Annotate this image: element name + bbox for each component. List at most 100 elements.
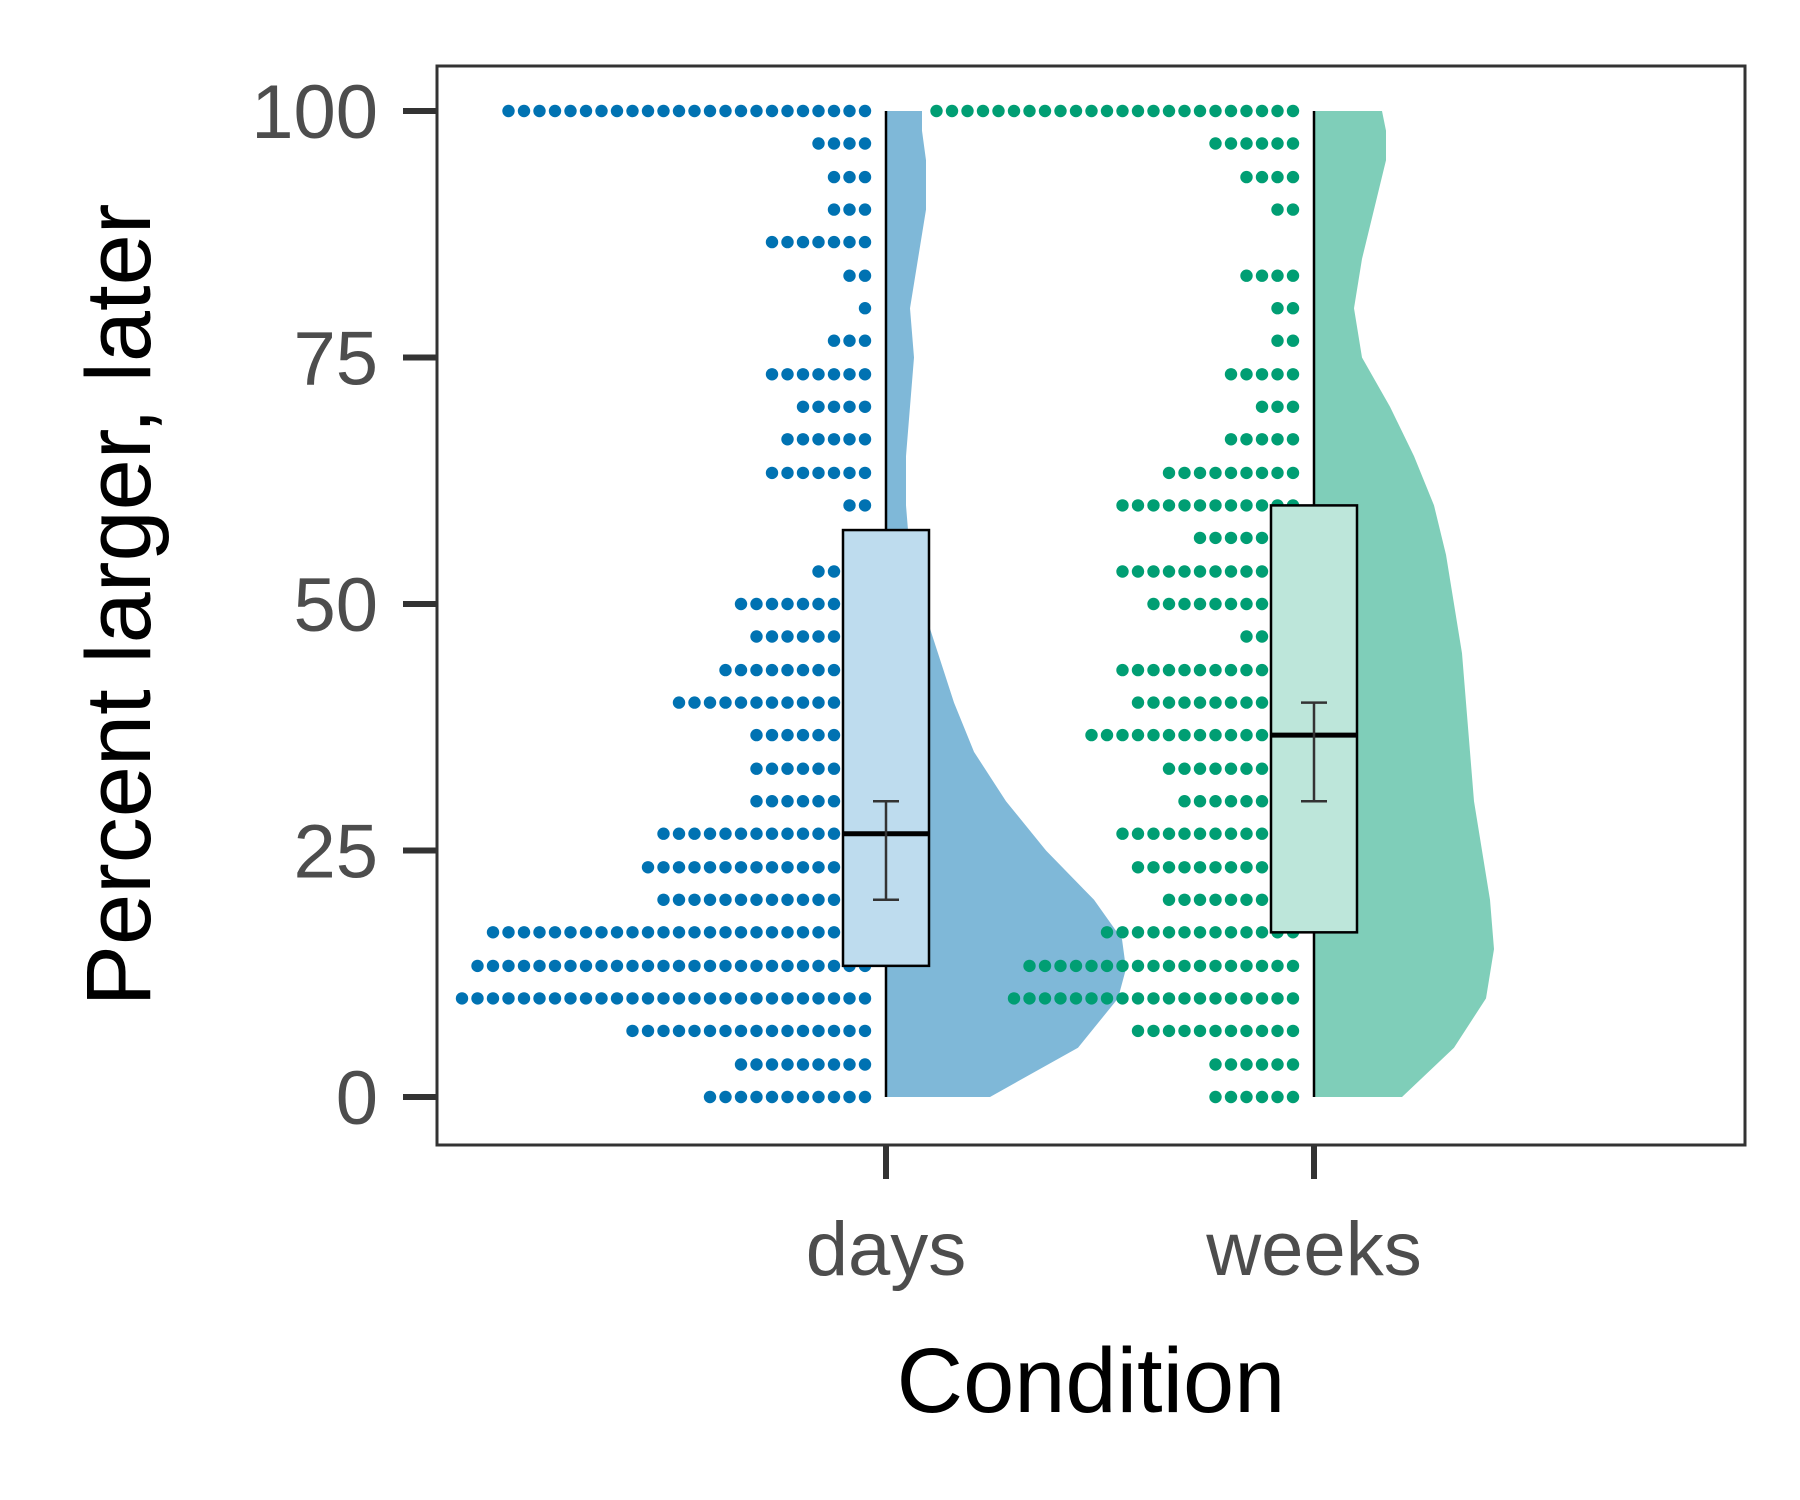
data-dot-weeks: [1193, 959, 1207, 973]
data-dot-days: [734, 1090, 748, 1104]
data-dot-days: [719, 1090, 732, 1104]
data-dot-weeks: [1162, 1024, 1176, 1038]
data-dot-days: [595, 959, 608, 973]
data-dot-weeks: [1240, 926, 1253, 939]
data-dot-days: [703, 959, 717, 973]
data-dot-days: [796, 696, 810, 709]
data-dot-days: [812, 597, 825, 611]
data-dot-days: [719, 861, 732, 874]
data-dot-days: [843, 992, 856, 1005]
data-dot-days: [517, 104, 531, 118]
data-dot-weeks: [1209, 565, 1222, 578]
data-dot-days: [843, 137, 856, 150]
data-dot-weeks: [1209, 1058, 1222, 1071]
data-dot-days: [858, 235, 872, 249]
data-dot-days: [471, 992, 484, 1005]
data-dot-days: [796, 235, 810, 249]
data-dot-days: [765, 728, 779, 742]
data-dot-weeks: [1007, 104, 1021, 118]
data-dot-weeks: [1116, 827, 1129, 840]
data-dot-weeks: [1224, 531, 1238, 545]
data-dot-weeks: [1038, 959, 1052, 973]
data-dot-days: [703, 926, 717, 939]
data-dot-days: [486, 926, 500, 939]
data-dot-weeks: [1131, 565, 1145, 578]
data-dot-weeks: [1240, 630, 1253, 643]
data-dot-days: [626, 926, 639, 939]
data-dot-weeks: [976, 104, 990, 118]
data-dot-weeks: [1147, 565, 1160, 578]
data-dot-days: [533, 926, 546, 939]
data-dot-days: [610, 959, 624, 973]
data-dot-days: [812, 1058, 825, 1071]
data-dot-days: [812, 992, 825, 1005]
data-dot-weeks: [1178, 992, 1191, 1005]
data-dot-days: [812, 893, 825, 906]
data-dot-weeks: [1007, 992, 1021, 1005]
data-dot-days: [672, 104, 686, 118]
data-dot-weeks: [1224, 926, 1238, 939]
data-dot-weeks: [1162, 565, 1176, 578]
data-dot-days: [672, 893, 686, 906]
data-dot-days: [796, 992, 810, 1005]
data-dot-weeks: [1209, 762, 1222, 775]
data-dot-weeks: [1286, 170, 1300, 184]
y-tick-label-50: 50: [293, 563, 378, 648]
data-dot-weeks: [1286, 1058, 1300, 1071]
data-dot-days: [548, 926, 562, 939]
data-dot-days: [858, 269, 872, 282]
data-dot-days: [579, 992, 593, 1005]
data-dot-days: [812, 795, 825, 808]
data-dot-weeks: [1193, 696, 1207, 709]
data-dot-weeks: [1178, 499, 1191, 512]
data-dot-days: [688, 861, 701, 874]
data-dot-days: [796, 663, 810, 677]
data-dot-weeks: [961, 104, 974, 118]
data-dot-days: [858, 499, 872, 512]
data-dot-days: [827, 170, 841, 184]
data-dot-days: [812, 663, 825, 677]
data-dot-weeks: [1209, 1090, 1222, 1104]
data-dot-days: [781, 466, 794, 480]
data-dot-weeks: [1116, 959, 1129, 973]
data-dot-weeks: [1271, 170, 1284, 184]
data-dot-days: [812, 827, 825, 840]
data-dot-weeks: [1116, 565, 1129, 578]
data-dot-weeks: [1162, 466, 1176, 480]
data-dot-weeks: [1085, 959, 1098, 973]
data-dot-weeks: [1240, 368, 1253, 381]
data-dot-weeks: [1255, 959, 1269, 973]
data-dot-days: [781, 926, 794, 939]
data-dot-days: [765, 795, 779, 808]
data-dot-days: [812, 630, 825, 643]
data-dot-weeks: [1209, 926, 1222, 939]
data-dot-weeks: [1193, 728, 1207, 742]
data-dot-weeks: [1147, 1024, 1160, 1038]
data-dot-days: [843, 499, 856, 512]
data-dot-weeks: [1224, 433, 1238, 446]
data-dot-weeks: [1162, 893, 1176, 906]
data-dot-weeks: [1162, 696, 1176, 709]
data-dot-days: [843, 235, 856, 249]
data-dot-days: [765, 762, 779, 775]
data-dot-weeks: [1255, 992, 1269, 1005]
data-dot-weeks: [1193, 827, 1207, 840]
data-dot-weeks: [1162, 926, 1176, 939]
data-dot-days: [765, 1058, 779, 1071]
data-dot-weeks: [1178, 104, 1191, 118]
data-dot-weeks: [1069, 104, 1083, 118]
data-dot-weeks: [1209, 992, 1222, 1005]
data-dot-weeks: [1240, 433, 1253, 446]
data-dot-weeks: [1286, 334, 1300, 347]
data-dot-weeks: [1147, 597, 1160, 611]
data-dot-days: [657, 893, 670, 906]
data-dot-days: [827, 400, 841, 413]
data-dot-days: [688, 827, 701, 840]
data-dot-weeks: [1209, 499, 1222, 512]
data-dot-weeks: [1224, 992, 1238, 1005]
data-dot-days: [765, 466, 779, 480]
data-dot-days: [765, 893, 779, 906]
data-dot-weeks: [1116, 104, 1129, 118]
data-dot-weeks: [1271, 959, 1284, 973]
data-dot-days: [827, 861, 841, 874]
